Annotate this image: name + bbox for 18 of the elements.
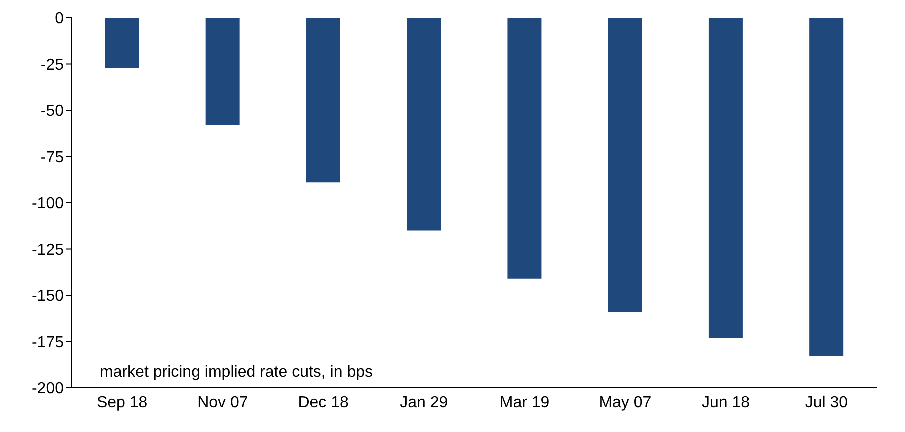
y-tick-label: -150 <box>32 288 64 306</box>
y-tick-label: -125 <box>32 242 64 259</box>
y-tick-label: 0 <box>55 10 64 28</box>
y-tick-label: -200 <box>32 380 64 398</box>
y-tick-label: -25 <box>40 56 64 74</box>
annotation: market pricing implied rate cuts, in bps <box>100 364 373 382</box>
x-tick-label: Jan 29 <box>400 394 448 412</box>
y-tick-label: -75 <box>40 149 64 166</box>
x-tick-label: Mar 19 <box>500 394 550 412</box>
x-tick-label: May 07 <box>599 394 652 412</box>
y-tick-label: -175 <box>32 334 64 352</box>
y-tick-label: -50 <box>40 103 64 120</box>
x-tick-label: Sep 18 <box>96 394 148 412</box>
x-tick-label: Jul 30 <box>805 394 848 412</box>
x-tick-label: Nov 07 <box>198 394 248 412</box>
x-tick-label: Dec 18 <box>298 394 350 412</box>
x-tick-label: Jun 18 <box>702 394 750 412</box>
y-tick-label: -100 <box>32 196 64 213</box>
